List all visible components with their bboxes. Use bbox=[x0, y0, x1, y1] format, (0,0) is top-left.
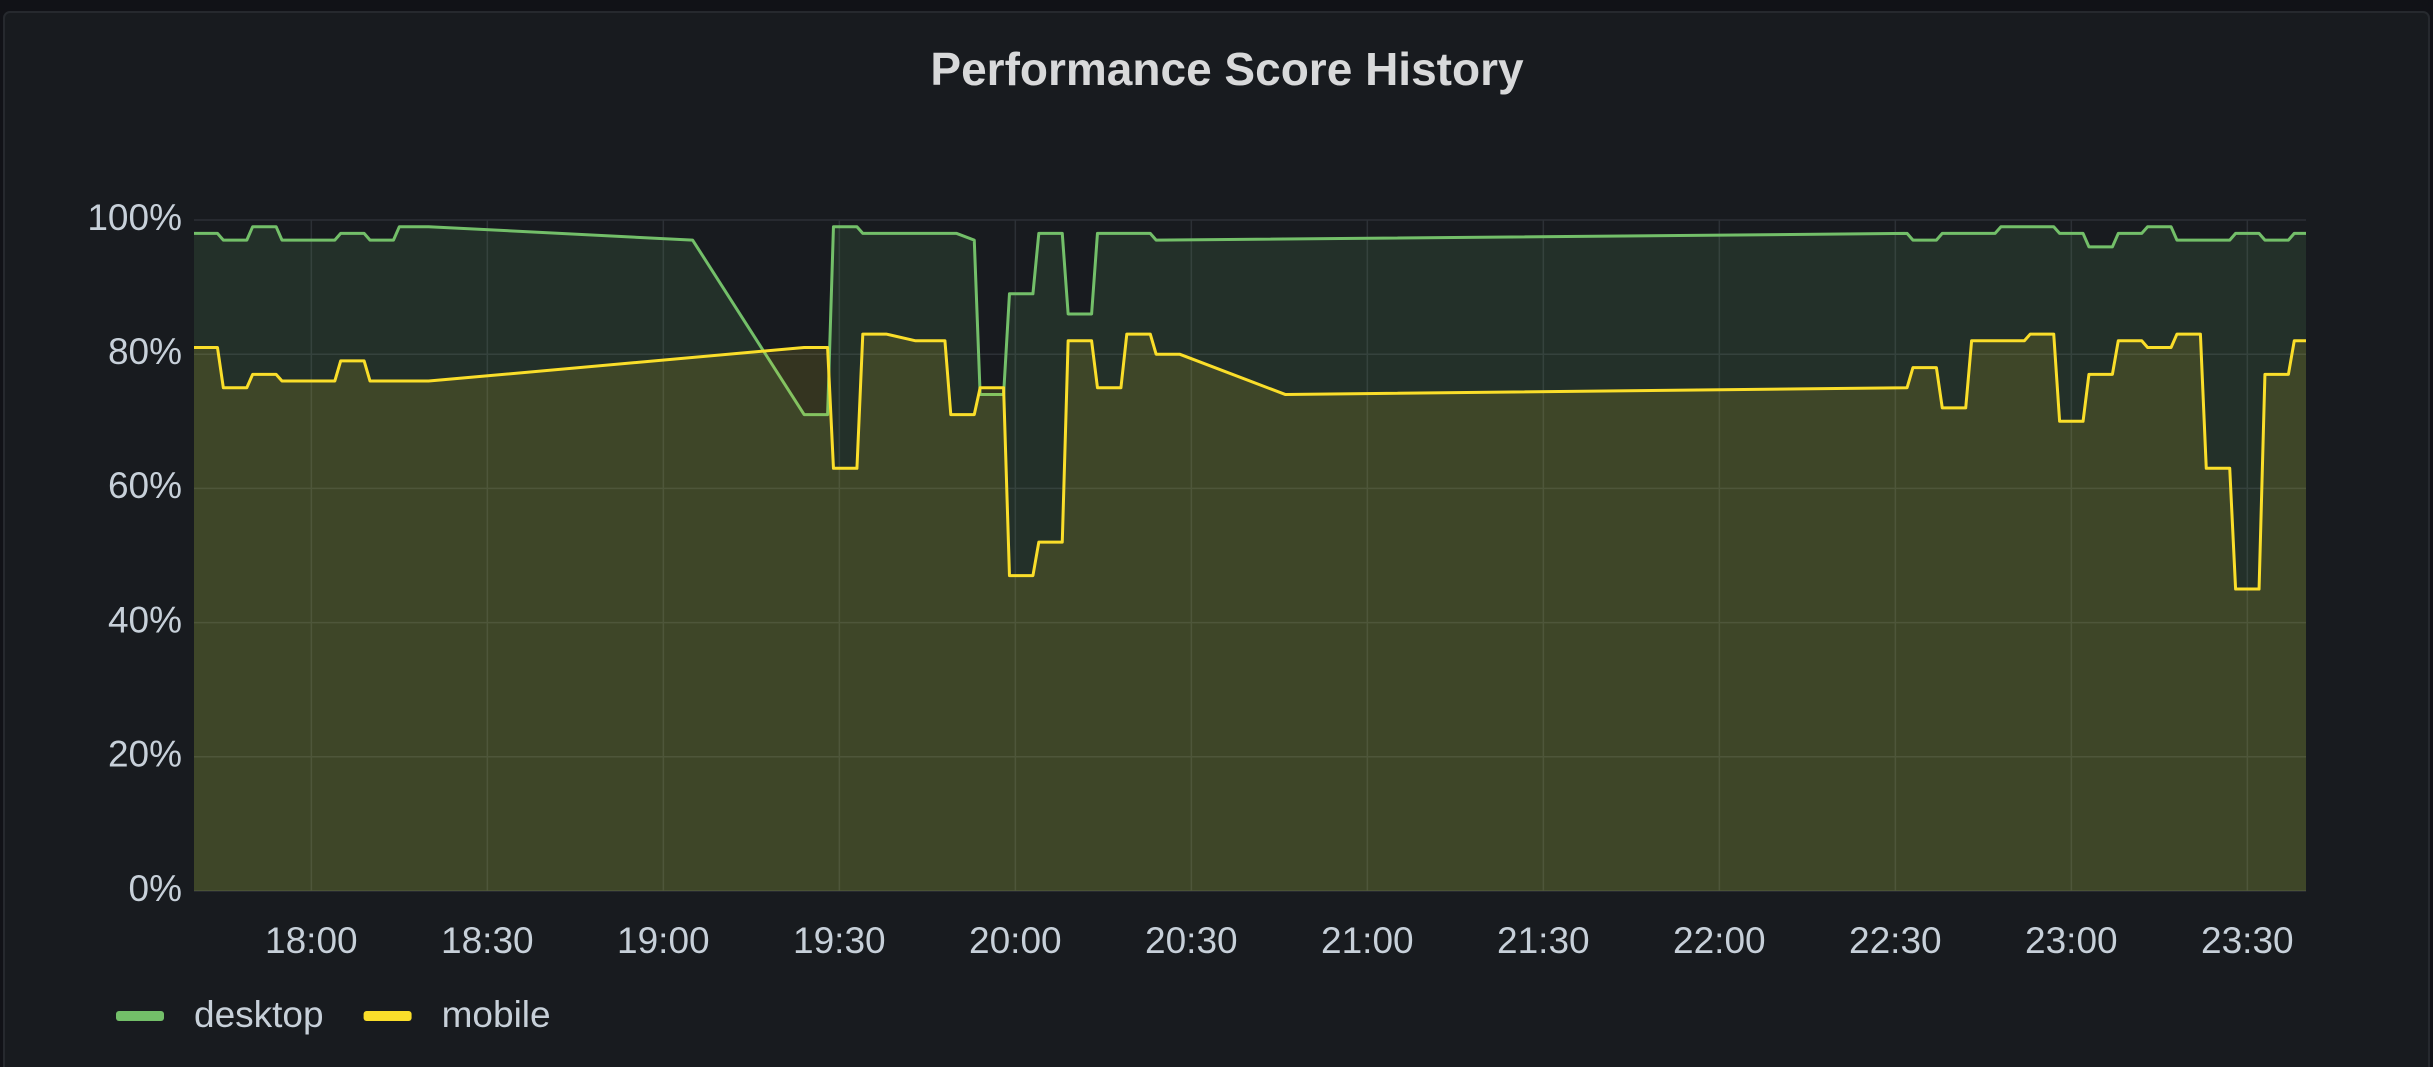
y-tick-label: 20% bbox=[108, 734, 182, 775]
line bbox=[194, 225, 2306, 417]
y-tick-label: 60% bbox=[108, 465, 182, 506]
y-tick-label: 100% bbox=[87, 197, 182, 238]
x-tick-label: 21:30 bbox=[1497, 920, 1590, 961]
x-tick-label: 21:00 bbox=[1321, 920, 1414, 961]
chart-title: Performance Score History bbox=[930, 43, 1524, 95]
x-tick-label: 23:00 bbox=[2025, 920, 2118, 961]
legend-label: mobile bbox=[442, 994, 551, 1035]
y-tick-label: 0% bbox=[129, 868, 182, 909]
y-tick-label: 80% bbox=[108, 331, 182, 372]
y-tick-label: 40% bbox=[108, 599, 182, 640]
x-tick-label: 20:00 bbox=[969, 920, 1062, 961]
legend-label: desktop bbox=[194, 994, 324, 1035]
x-tick-label: 18:30 bbox=[441, 920, 534, 961]
line bbox=[194, 332, 2306, 591]
panel bbox=[3, 11, 2430, 1067]
area bbox=[194, 226, 2306, 891]
x-tick-label: 18:00 bbox=[265, 920, 358, 961]
x-tick-label: 19:00 bbox=[617, 920, 710, 961]
legend-swatch bbox=[116, 1011, 164, 1021]
area bbox=[194, 334, 2306, 891]
x-tick-label: 20:30 bbox=[1145, 920, 1238, 961]
legend-swatch bbox=[363, 1011, 412, 1021]
x-tick-label: 22:30 bbox=[1849, 920, 1942, 961]
x-tick-label: 19:30 bbox=[793, 920, 886, 961]
x-tick-label: 22:00 bbox=[1673, 920, 1766, 961]
x-tick-label: 23:30 bbox=[2201, 920, 2294, 961]
